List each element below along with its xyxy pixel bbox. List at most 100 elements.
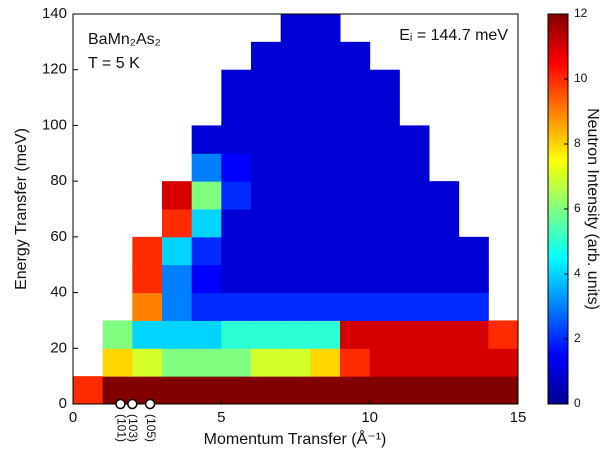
heatmap-cell: [221, 264, 252, 294]
heatmap-cell: [429, 376, 460, 405]
heatmap-cell: [132, 264, 163, 294]
heatmap-cell: [310, 292, 341, 321]
heatmap-cell: [251, 236, 282, 266]
heatmap-cell: [310, 97, 341, 126]
heatmap-cell: [399, 320, 430, 349]
colorbar-tick-label: 0: [574, 396, 581, 410]
heatmap-cell: [191, 292, 222, 321]
peak-label: (103): [126, 414, 140, 442]
heatmap-cell: [399, 125, 430, 154]
heatmap-cell: [280, 69, 311, 99]
heatmap-cell: [251, 69, 282, 99]
heatmap-cell: [399, 292, 430, 321]
heatmap-cell: [221, 125, 252, 154]
heatmap-cell: [369, 320, 400, 349]
heatmap-cell: [251, 181, 282, 210]
heatmap-cell: [399, 181, 430, 210]
heatmap-cell: [310, 376, 341, 405]
y-axis-label: Energy Transfer (meV): [13, 128, 30, 290]
heatmap-cell: [191, 264, 222, 294]
heatmap-cell: [458, 292, 489, 321]
heatmap-cell: [340, 236, 371, 266]
heatmap-cell: [369, 264, 400, 294]
heatmap-cell: [340, 153, 371, 182]
heatmap-cell: [280, 320, 311, 349]
heatmap-cell: [221, 292, 252, 321]
heatmap-cell: [310, 348, 341, 377]
heatmap-cell: [280, 14, 311, 43]
heatmap-cell: [221, 153, 252, 182]
heatmap-cell: [162, 292, 193, 321]
heatmap-cell: [369, 181, 400, 210]
heatmap-cell: [429, 292, 460, 321]
y-tick-label: 140: [42, 5, 67, 22]
y-tick-label: 80: [50, 172, 67, 189]
heatmap-cell: [132, 236, 163, 266]
heatmap-cell: [399, 236, 430, 266]
heatmap-cell: [280, 236, 311, 266]
heatmap-cell: [369, 236, 400, 266]
y-tick-label: 120: [42, 61, 67, 78]
heatmap-cell: [310, 209, 341, 238]
heatmap-cell: [399, 209, 430, 238]
heatmap-cell: [191, 236, 222, 266]
heatmap-cell: [221, 348, 252, 377]
heatmap-cell: [280, 348, 311, 377]
heatmap-cell: [191, 376, 222, 405]
heatmap-cell: [340, 209, 371, 238]
heatmap-cell: [369, 209, 400, 238]
heatmap-cell: [340, 97, 371, 126]
heatmap-cell: [488, 348, 519, 377]
heatmap-cell: [251, 264, 282, 294]
heatmap-cell: [458, 320, 489, 349]
colorbar-tick-label: 10: [574, 71, 588, 85]
heatmap-cell: [221, 97, 252, 126]
heatmap-cell: [340, 41, 371, 71]
heatmap-cell: [458, 348, 489, 377]
x-tick-label: 5: [217, 409, 225, 426]
heatmap-cell: [369, 69, 400, 99]
heatmap-cell: [251, 125, 282, 154]
heatmap-cell: [340, 69, 371, 99]
heatmap-cell: [399, 153, 430, 182]
heatmap-cell: [162, 209, 193, 238]
heatmap-cell: [162, 320, 193, 349]
heatmap-cell: [162, 376, 193, 405]
peak-marker: [127, 398, 138, 410]
heatmap-cell: [102, 320, 133, 349]
heatmap-cell: [340, 320, 371, 349]
heatmap-cell: [191, 320, 222, 349]
heatmap-cell: [191, 348, 222, 377]
colorbar-tick-label: 2: [574, 331, 581, 345]
heatmap-cell: [369, 97, 400, 126]
heatmap-cell: [310, 320, 341, 349]
heatmap-cell: [429, 348, 460, 377]
heatmap-cell: [162, 264, 193, 294]
heatmap-cell: [340, 348, 371, 377]
heatmap-cell: [280, 41, 311, 71]
heatmap-cell: [310, 236, 341, 266]
peak-label: (105): [144, 414, 158, 442]
x-tick-label: 10: [361, 409, 378, 426]
heatmap-cell: [280, 209, 311, 238]
heatmap-cell: [369, 292, 400, 321]
heatmap-cell: [251, 292, 282, 321]
heatmap-cell: [280, 153, 311, 182]
heatmap-cell: [310, 125, 341, 154]
heatmap-cell: [251, 209, 282, 238]
heatmap-cell: [191, 209, 222, 238]
heatmap-cell: [221, 320, 252, 349]
heatmap-cell: [429, 209, 460, 238]
annotation: Eᵢ = 144.7 meV: [399, 27, 508, 44]
heatmap-cell: [310, 14, 341, 43]
colorbar-label: Neutron Intensity (arb. units): [584, 108, 601, 310]
heatmap-cell: [251, 376, 282, 405]
heatmap-cell: [251, 320, 282, 349]
y-tick-label: 20: [50, 339, 67, 356]
plot-frame: [72, 13, 519, 405]
y-tick-label: 40: [50, 284, 67, 301]
heatmap-cell: [399, 264, 430, 294]
heatmap-cell: [162, 181, 193, 210]
heatmap-cell: [162, 348, 193, 377]
